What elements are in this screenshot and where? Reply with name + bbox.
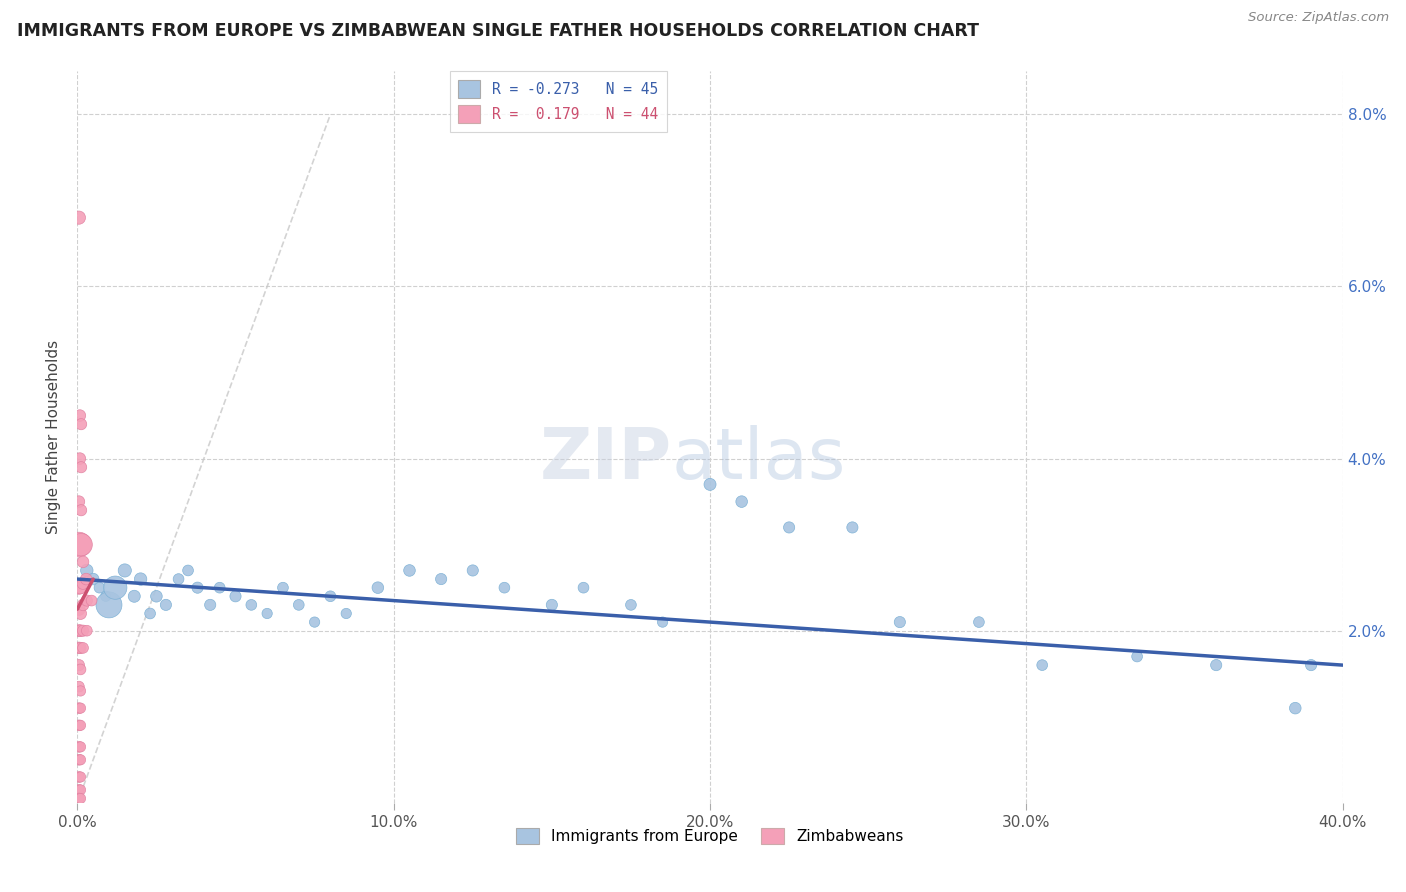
Point — [319, 589, 342, 603]
Point — [1126, 649, 1149, 664]
Point — [69, 607, 91, 621]
Point — [98, 598, 120, 612]
Point — [72, 576, 94, 591]
Point — [67, 211, 90, 225]
Point — [67, 602, 90, 616]
Point — [67, 791, 90, 805]
Point — [67, 581, 90, 595]
Text: ZIP: ZIP — [540, 425, 672, 493]
Point — [69, 791, 91, 805]
Point — [841, 520, 863, 534]
Point — [167, 572, 190, 586]
Point — [889, 615, 911, 629]
Point — [69, 753, 91, 767]
Point — [69, 662, 91, 676]
Y-axis label: Single Father Households: Single Father Households — [46, 340, 62, 534]
Point — [75, 572, 97, 586]
Point — [398, 564, 420, 578]
Point — [572, 581, 595, 595]
Point — [271, 581, 294, 595]
Point — [1301, 658, 1323, 673]
Point — [430, 572, 453, 586]
Point — [72, 555, 94, 569]
Point — [731, 494, 754, 508]
Point — [67, 624, 90, 638]
Point — [541, 598, 564, 612]
Point — [304, 615, 326, 629]
Point — [94, 589, 117, 603]
Point — [80, 593, 103, 607]
Point — [82, 572, 104, 586]
Point — [67, 770, 90, 784]
Point — [67, 753, 90, 767]
Point — [76, 564, 98, 578]
Point — [155, 598, 177, 612]
Point — [69, 640, 91, 655]
Point — [67, 680, 90, 694]
Point — [72, 640, 94, 655]
Point — [67, 658, 90, 673]
Point — [69, 718, 91, 732]
Point — [89, 581, 111, 595]
Point — [69, 409, 91, 423]
Point — [967, 615, 990, 629]
Point — [72, 624, 94, 638]
Point — [186, 581, 209, 595]
Text: IMMIGRANTS FROM EUROPE VS ZIMBABWEAN SINGLE FATHER HOUSEHOLDS CORRELATION CHART: IMMIGRANTS FROM EUROPE VS ZIMBABWEAN SIN… — [17, 22, 979, 40]
Point — [67, 701, 90, 715]
Point — [1205, 658, 1227, 673]
Point — [69, 581, 91, 595]
Point — [67, 538, 90, 552]
Point — [69, 684, 91, 698]
Point — [620, 598, 643, 612]
Point — [76, 593, 98, 607]
Point — [67, 494, 90, 508]
Point — [145, 589, 167, 603]
Point — [69, 770, 91, 784]
Text: Source: ZipAtlas.com: Source: ZipAtlas.com — [1249, 11, 1389, 24]
Point — [69, 783, 91, 797]
Point — [69, 451, 91, 466]
Point — [778, 520, 800, 534]
Point — [69, 624, 91, 638]
Point — [1031, 658, 1053, 673]
Point — [256, 607, 278, 621]
Point — [67, 718, 90, 732]
Point — [139, 607, 162, 621]
Point — [225, 589, 247, 603]
Point — [104, 581, 127, 595]
Point — [70, 503, 93, 517]
Point — [1284, 701, 1306, 715]
Point — [208, 581, 231, 595]
Point — [240, 598, 263, 612]
Point — [461, 564, 484, 578]
Point — [69, 739, 91, 754]
Point — [651, 615, 673, 629]
Point — [367, 581, 389, 595]
Point — [70, 417, 93, 432]
Point — [129, 572, 152, 586]
Point — [699, 477, 721, 491]
Point — [494, 581, 516, 595]
Point — [288, 598, 311, 612]
Point — [69, 701, 91, 715]
Point — [76, 624, 98, 638]
Point — [335, 607, 357, 621]
Legend: Immigrants from Europe, Zimbabweans: Immigrants from Europe, Zimbabweans — [510, 822, 910, 850]
Point — [67, 640, 90, 655]
Text: atlas: atlas — [672, 425, 846, 493]
Point — [70, 460, 93, 475]
Point — [70, 538, 93, 552]
Point — [114, 564, 136, 578]
Point — [72, 598, 94, 612]
Point — [200, 598, 222, 612]
Point — [67, 783, 90, 797]
Point — [67, 739, 90, 754]
Point — [124, 589, 146, 603]
Point — [177, 564, 200, 578]
